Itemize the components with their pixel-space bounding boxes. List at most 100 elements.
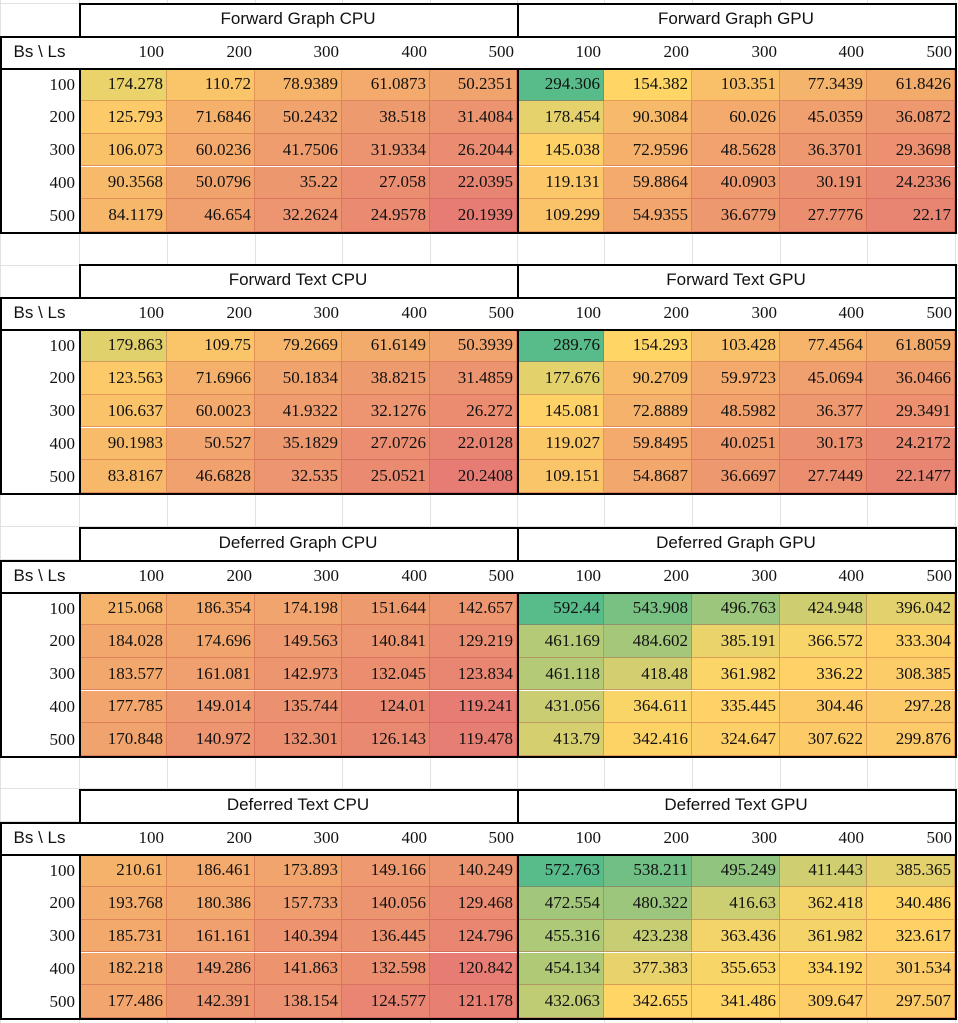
corner-label: Bs \ Ls bbox=[13, 42, 66, 62]
row-label: 200 bbox=[49, 368, 76, 388]
column-label: 500 bbox=[488, 42, 515, 62]
group-title: Forward Graph GPU bbox=[658, 9, 814, 29]
row-label: 300 bbox=[49, 926, 76, 946]
heatmap-cell: 41.9322 bbox=[255, 394, 342, 428]
heatmap-cell: 185.731 bbox=[79, 919, 167, 953]
column-label: 500 bbox=[926, 42, 953, 62]
column-label: 200 bbox=[226, 566, 253, 586]
heatmap-cell: 538.211 bbox=[604, 854, 692, 888]
heatmap-cell: 38.518 bbox=[342, 101, 430, 134]
heatmap-cell: 24.2172 bbox=[867, 427, 955, 461]
heatmap-cell: 377.383 bbox=[604, 952, 692, 986]
heatmap-cell: 90.3568 bbox=[79, 166, 167, 200]
heatmap-cell: 309.647 bbox=[780, 985, 867, 1018]
heatmap-cell: 480.322 bbox=[604, 887, 692, 920]
heatmap-cell: 161.081 bbox=[167, 657, 255, 691]
column-label: 200 bbox=[663, 566, 690, 586]
heatmap-cell: 145.081 bbox=[517, 394, 604, 428]
heatmap-cell: 472.554 bbox=[517, 887, 604, 920]
heatmap-cell: 79.2669 bbox=[255, 329, 342, 363]
heatmap-cell: 215.068 bbox=[79, 592, 167, 626]
column-label: 500 bbox=[926, 303, 953, 323]
heatmap-cell: 30.173 bbox=[780, 427, 867, 461]
heatmap-cell: 141.863 bbox=[255, 952, 342, 986]
heatmap-cell: 22.1477 bbox=[867, 460, 955, 493]
heatmap-cell: 27.7776 bbox=[780, 199, 867, 232]
heatmap-cell: 297.507 bbox=[867, 985, 955, 1018]
column-label: 200 bbox=[663, 828, 690, 848]
heatmap-cell: 142.391 bbox=[167, 985, 255, 1018]
grid-column-line bbox=[430, 0, 431, 1023]
heatmap-cell: 124.01 bbox=[342, 690, 430, 724]
row-label: 100 bbox=[49, 860, 76, 880]
row-label: 500 bbox=[49, 466, 76, 486]
heatmap-cell: 61.6149 bbox=[342, 329, 430, 363]
heatmap-cell: 36.3701 bbox=[780, 133, 867, 167]
heatmap-cell: 154.382 bbox=[604, 68, 692, 102]
column-label: 300 bbox=[751, 42, 778, 62]
heatmap-cell: 31.4859 bbox=[430, 362, 517, 395]
column-label: 300 bbox=[313, 42, 340, 62]
heatmap-cell: 431.056 bbox=[517, 690, 604, 724]
grid-column-line bbox=[867, 0, 868, 1023]
heatmap-cell: 84.1179 bbox=[79, 199, 167, 232]
heatmap-cell: 26.2044 bbox=[430, 133, 517, 167]
heatmap-cell: 109.75 bbox=[167, 329, 255, 363]
heatmap-cell: 455.316 bbox=[517, 919, 604, 953]
heatmap-cell: 193.768 bbox=[79, 887, 167, 920]
grid-column-line bbox=[79, 0, 80, 1023]
heatmap-cell: 72.9596 bbox=[604, 133, 692, 167]
column-label: 400 bbox=[838, 566, 865, 586]
group-title: Forward Text CPU bbox=[228, 270, 368, 290]
heatmap-cell: 140.249 bbox=[430, 854, 517, 888]
heatmap-cell: 342.655 bbox=[604, 985, 692, 1018]
rowlabel-divider bbox=[79, 68, 81, 232]
heatmap-cell: 333.304 bbox=[867, 625, 955, 658]
heatmap-cell: 461.118 bbox=[517, 657, 604, 691]
heatmap-cell: 136.445 bbox=[342, 919, 430, 953]
column-label: 200 bbox=[226, 42, 253, 62]
heatmap-cell: 140.394 bbox=[255, 919, 342, 953]
heatmap-cell: 40.0903 bbox=[692, 166, 780, 200]
heatmap-cell: 149.014 bbox=[167, 690, 255, 724]
heatmap-cell: 424.948 bbox=[780, 592, 867, 626]
heatmap-cell: 22.0128 bbox=[430, 427, 517, 461]
heatmap-cell: 572.763 bbox=[517, 854, 604, 888]
column-label: 300 bbox=[313, 828, 340, 848]
row-label: 400 bbox=[49, 696, 76, 716]
heatmap-cell: 119.241 bbox=[430, 690, 517, 724]
heatmap-cell: 41.7506 bbox=[255, 133, 342, 167]
heatmap-cell: 180.386 bbox=[167, 887, 255, 920]
heatmap-cell: 25.0521 bbox=[342, 460, 430, 493]
column-label: 300 bbox=[751, 303, 778, 323]
rowlabel-divider bbox=[79, 854, 81, 1018]
heatmap-cell: 362.418 bbox=[780, 887, 867, 920]
column-label: 200 bbox=[663, 42, 690, 62]
column-label: 100 bbox=[575, 303, 602, 323]
heatmap-cell: 161.161 bbox=[167, 919, 255, 953]
group-divider bbox=[517, 264, 519, 298]
heatmap-cell: 119.478 bbox=[430, 723, 517, 756]
column-label: 500 bbox=[488, 303, 515, 323]
heatmap-cell: 361.982 bbox=[780, 919, 867, 953]
heatmap-cell: 334.192 bbox=[780, 952, 867, 986]
heatmap-cell: 183.577 bbox=[79, 657, 167, 691]
heatmap-cell: 125.793 bbox=[79, 101, 167, 134]
heatmap-cell: 301.534 bbox=[867, 952, 955, 986]
heatmap-cell: 48.5628 bbox=[692, 133, 780, 167]
heatmap-cell: 27.058 bbox=[342, 166, 430, 200]
heatmap-cell: 543.908 bbox=[604, 592, 692, 626]
column-label: 400 bbox=[401, 42, 428, 62]
heatmap-cell: 31.9334 bbox=[342, 133, 430, 167]
heatmap-cell: 132.301 bbox=[255, 723, 342, 756]
grid-column-line bbox=[955, 0, 956, 1023]
heatmap-cell: 123.563 bbox=[79, 362, 167, 395]
row-label: 300 bbox=[49, 664, 76, 684]
column-label: 100 bbox=[138, 566, 165, 586]
heatmap-cell: 138.154 bbox=[255, 985, 342, 1018]
heatmap-cell: 46.6828 bbox=[167, 460, 255, 493]
group-title: Deferred Text CPU bbox=[226, 795, 370, 815]
grid-column-line bbox=[692, 0, 693, 1023]
heatmap-cell: 177.785 bbox=[79, 690, 167, 724]
